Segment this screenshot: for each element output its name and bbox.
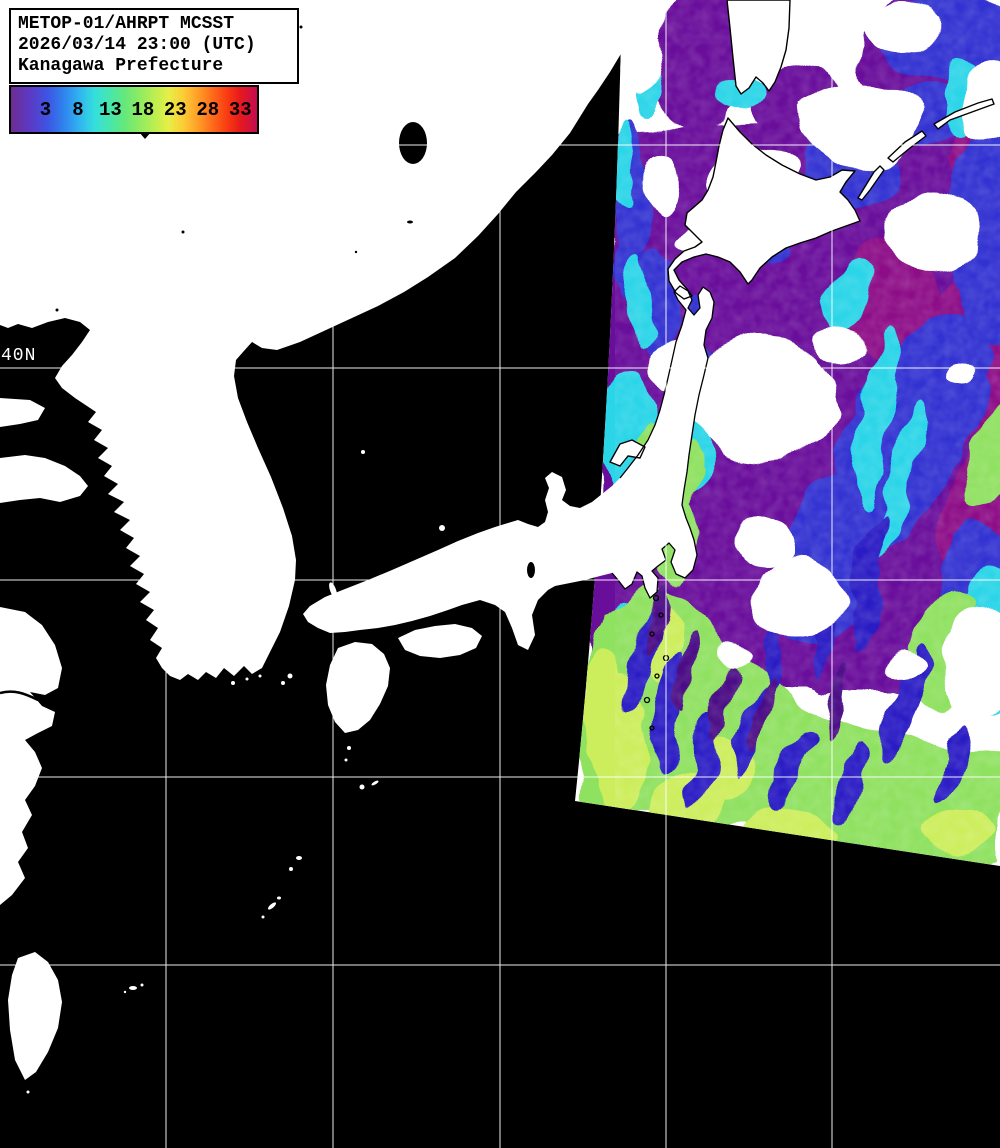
inland-water — [0, 25, 535, 702]
land-taiwan — [8, 952, 62, 1080]
land-honshu — [303, 286, 714, 650]
land-hebei-coast — [0, 398, 45, 427]
latitude-label-40n: 40N — [1, 346, 37, 366]
land-asia-mainland — [0, 0, 646, 680]
colorbar-tick-label: 3 — [39, 98, 52, 121]
colorbar-tick-label: 28 — [196, 98, 220, 121]
land-shandong — [0, 455, 88, 503]
yangtze-river — [0, 690, 39, 702]
land-urup-chain — [933, 98, 995, 130]
small-islands — [26, 450, 445, 1094]
land-kyushu — [326, 642, 390, 733]
landmasses — [0, 0, 714, 1094]
observation-datetime: 2026/03/14 23:00 (UTC) — [18, 35, 256, 55]
lake-biwa — [527, 562, 535, 578]
land-china-coast — [0, 607, 62, 905]
colorbar-tick-label: 33 — [228, 98, 252, 121]
land-iturup — [887, 130, 927, 163]
colorbar-gradient — [11, 87, 257, 132]
colorbar-tick-label: 23 — [163, 98, 187, 121]
colorbar-marker-tick — [139, 132, 152, 139]
colorbar-tick-labels: 3 8 13 18 23 28 33 — [11, 87, 257, 132]
colorbar-tick-label: 13 — [98, 98, 122, 121]
title-box: METOP-01/AHRPT MCSST 2026/03/14 23:00 (U… — [9, 8, 299, 84]
land-shikoku — [398, 624, 482, 658]
region-name: Kanagawa Prefecture — [18, 56, 224, 76]
land-kunashiri — [857, 165, 885, 201]
land-sado — [609, 439, 646, 467]
sst-swath — [575, 0, 1000, 866]
land-sakhalin-tip — [726, 0, 791, 95]
product-title: METOP-01/AHRPT MCSST — [18, 14, 235, 34]
colorbar-tick-label: 8 — [72, 98, 84, 121]
honshu-east-coastline — [611, 285, 715, 599]
swath-coastlines — [609, 0, 995, 467]
lake-khanka — [399, 122, 427, 164]
colorbar-tick-label: 18 — [131, 98, 155, 121]
land-hokkaido — [667, 117, 861, 300]
izu-islands — [643, 594, 670, 731]
sst-colorbar: 3 8 13 18 23 28 33 — [9, 85, 259, 139]
